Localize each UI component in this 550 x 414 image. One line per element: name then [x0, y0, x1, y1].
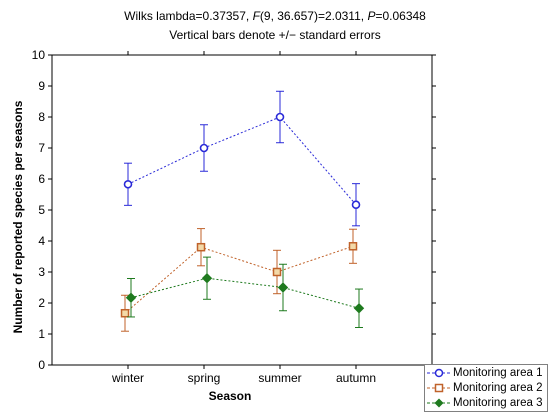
legend-label-area-2: Monitoring area 2	[453, 382, 543, 394]
chart-subtitle: Vertical bars denote +/− standard errors	[169, 28, 381, 42]
series-line-area-1	[127, 116, 357, 206]
point-area-1-autumn	[351, 200, 361, 210]
y-tick-label-9: 9	[38, 79, 45, 93]
x-tick-label-spring: spring	[188, 371, 221, 385]
point-area-2-autumn	[348, 242, 358, 251]
legend-item-area-1: Monitoring area 1	[425, 366, 547, 380]
legend-item-area-3: Monitoring area 3	[425, 396, 547, 410]
point-area-1-winter	[123, 179, 133, 189]
point-area-3-autumn	[353, 303, 365, 314]
y-tick-label-1: 1	[38, 327, 45, 341]
y-tick-label-10: 10	[32, 48, 46, 62]
plot-area-frame	[51, 54, 433, 366]
legend-label-area-1: Monitoring area 1	[453, 367, 543, 379]
x-tick-label-summer: summer	[258, 371, 301, 385]
series-line-area-3	[130, 277, 360, 309]
y-axis-label: Number of reported species per seasons	[11, 100, 25, 334]
x-axis-label: Season	[208, 389, 252, 403]
y-tick-label-4: 4	[38, 234, 45, 248]
legend-item-area-2: Monitoring area 2	[425, 381, 547, 395]
series-line-area-2	[124, 245, 354, 314]
y-tick-label-2: 2	[38, 296, 45, 310]
point-area-1-spring	[199, 143, 209, 153]
chart-title: Wilks lambda=0.37357, F(9, 36.657)=2.031…	[124, 9, 426, 23]
point-area-3-summer	[277, 282, 289, 293]
point-area-3-spring	[201, 272, 213, 284]
x-tick-label-winter: winter	[111, 371, 144, 385]
point-area-1-summer	[275, 112, 285, 122]
y-tick-label-5: 5	[38, 203, 45, 217]
legend: Monitoring area 1 Monitoring area 2 Moni…	[424, 364, 548, 412]
point-area-2-summer	[272, 267, 282, 277]
x-tick-label-autumn: autumn	[336, 371, 376, 385]
y-tick-label-6: 6	[38, 172, 45, 186]
point-area-2-spring	[196, 242, 206, 252]
legend-label-area-3: Monitoring area 3	[453, 397, 543, 409]
y-tick-label-3: 3	[38, 265, 45, 279]
point-area-3-winter	[125, 292, 137, 303]
y-tick-label-8: 8	[38, 110, 45, 124]
point-area-2-winter	[120, 308, 130, 318]
y-tick-label-0: 0	[38, 358, 45, 372]
y-tick-label-7: 7	[38, 141, 45, 155]
